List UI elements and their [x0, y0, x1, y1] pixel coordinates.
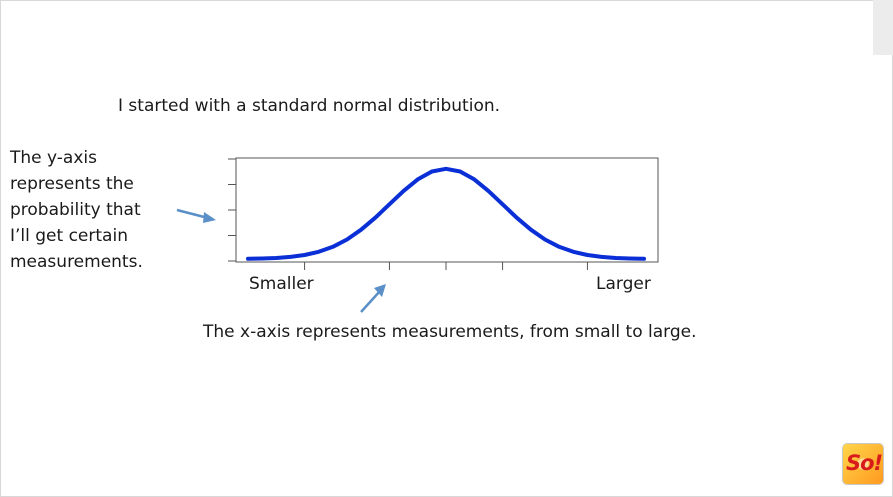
x-axis-arrow: [360, 284, 386, 313]
x-tick-label-larger: Larger: [596, 274, 651, 294]
x-tick-label-smaller: Smaller: [249, 274, 314, 294]
y-note-line: The y-axis: [10, 148, 97, 168]
y-axis-arrow: [176, 208, 216, 223]
logo-text: So!: [846, 451, 883, 475]
x-axis-annotation: The x-axis represents measurements, from…: [203, 322, 697, 342]
series-line: [246, 166, 646, 261]
y-note-line: I’ll get certain: [10, 226, 128, 246]
plot-frame: [235, 157, 659, 263]
slide-title: I started with a standard normal distrib…: [118, 96, 501, 116]
y-note-line: probability that: [10, 200, 141, 220]
logo-burst: [845, 446, 881, 482]
y-note-line: represents the: [10, 174, 134, 194]
x-axis-ticks: [304, 262, 588, 270]
y-axis-annotation: The y-axis represents the probability th…: [10, 145, 170, 275]
y-axis-ticks: [228, 158, 236, 262]
y-note-line: measurements.: [10, 252, 143, 272]
so-logo-icon: So!: [843, 444, 883, 484]
top-right-strip: [873, 0, 893, 55]
